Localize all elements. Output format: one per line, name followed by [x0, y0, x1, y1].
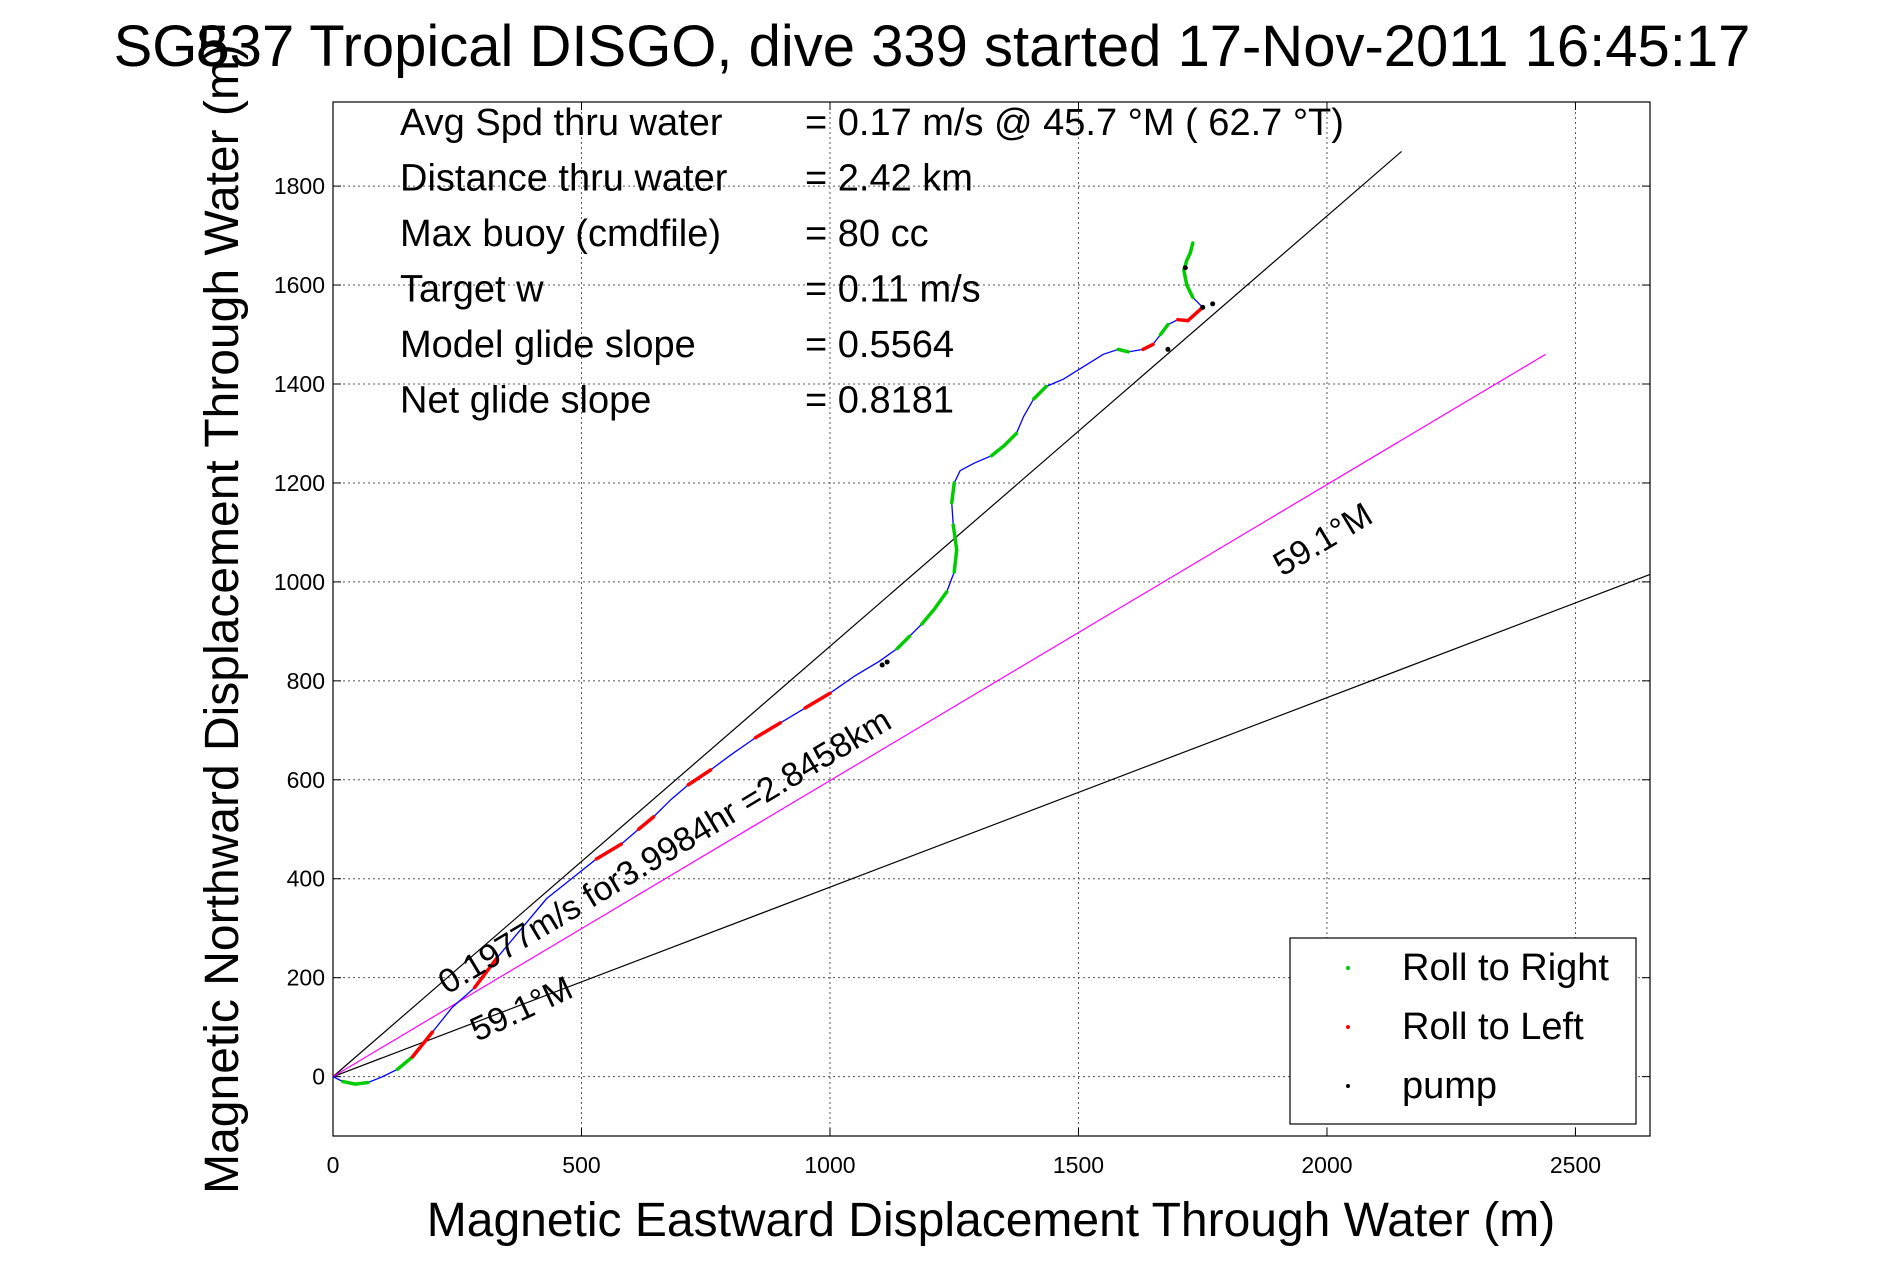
legend-entries: Roll to Right Roll to Left pump — [1346, 947, 1609, 1107]
y-tick-label: 400 — [287, 866, 325, 892]
y-tick-label: 1400 — [274, 371, 325, 397]
stat-label: Avg Spd thru water — [400, 102, 723, 144]
roll-right-segment — [341, 1079, 370, 1086]
heading-line — [332, 353, 1546, 1078]
stat-label: Max buoy (cmdfile) — [400, 213, 721, 255]
y-tick-label: 1000 — [274, 569, 325, 595]
stat-value: = 0.8181 — [805, 380, 954, 422]
roll-right-segment — [1031, 384, 1048, 401]
roll-right-segment — [395, 1055, 415, 1071]
roll-left-segment — [686, 768, 713, 787]
y-tick-label: 0 — [312, 1064, 325, 1090]
roll-left-segment — [1141, 342, 1155, 352]
roll-right-segment — [1116, 347, 1130, 354]
legend-label: pump — [1402, 1065, 1497, 1107]
pump-point — [1210, 301, 1216, 307]
lower-bound-line — [332, 573, 1651, 1078]
x-tick-label: 1500 — [1053, 1152, 1104, 1178]
reference-lines — [332, 151, 1651, 1078]
upper-bound-line — [332, 151, 1402, 1078]
roll-right-segment — [895, 634, 912, 651]
pump-point — [1165, 346, 1171, 352]
stat-value: = 0.11 m/s — [805, 269, 981, 311]
title-overlap-glyph: 8 — [196, 14, 228, 79]
roll-left-segment — [636, 815, 656, 832]
y-tick-label: 1800 — [274, 173, 325, 199]
x-axis-ticks: 0 500 1000 1500 2000 2500 — [327, 102, 1601, 1178]
y-axis-ticks: 0 200 400 600 800 1000 1200 1400 1600 1800 — [274, 173, 1650, 1090]
pump-point — [879, 662, 885, 668]
stat-value: = 0.17 m/s @ 45.7 °M ( 62.7 °T) — [805, 102, 1344, 144]
legend-marker — [1346, 966, 1350, 970]
roll-left-segment — [594, 842, 623, 861]
stat-value: = 80 cc — [805, 213, 929, 255]
roll-right-segment — [951, 523, 959, 574]
x-tick-label: 2500 — [1550, 1152, 1601, 1178]
stat-value: = 2.42 km — [805, 158, 973, 200]
stat-value: = 0.5564 — [805, 324, 954, 366]
legend-marker — [1346, 1084, 1350, 1088]
x-tick-label: 2000 — [1301, 1152, 1352, 1178]
pump-point — [1200, 304, 1206, 310]
y-axis-label: Magnetic Northward Displacement Through … — [196, 44, 249, 1194]
roll-right-segment — [920, 590, 949, 626]
stat-label: Net glide slope — [400, 380, 651, 422]
stats-panel: Avg Spd thru water = 0.17 m/s @ 45.7 °M (… — [400, 102, 1344, 422]
roll-right-segment — [989, 431, 1019, 458]
y-tick-label: 1200 — [274, 470, 325, 496]
pump-point — [884, 659, 890, 665]
chart-legend: Roll to Right Roll to Left pump — [1289, 937, 1637, 1125]
pump-point — [1182, 265, 1188, 271]
x-tick-label: 0 — [327, 1152, 340, 1178]
x-tick-label: 500 — [562, 1152, 600, 1178]
y-tick-label: 800 — [287, 668, 325, 694]
y-tick-label: 200 — [287, 965, 325, 991]
roll-right-segment — [1158, 322, 1170, 337]
stat-label: Target w — [400, 269, 544, 311]
roll-left-segment — [410, 1030, 435, 1059]
x-tick-label: 1000 — [804, 1152, 855, 1178]
y-tick-label: 600 — [287, 767, 325, 793]
roll-left-segment — [472, 956, 499, 990]
legend-label: Roll to Left — [1402, 1006, 1584, 1048]
x-axis-label: Magnetic Eastward Displacement Through W… — [427, 1194, 1555, 1247]
roll-left-segment — [803, 691, 832, 710]
roll-left-segment — [753, 721, 783, 740]
stat-label: Model glide slope — [400, 324, 696, 366]
dive-track — [332, 241, 1216, 1086]
legend-marker — [1346, 1025, 1350, 1029]
chart-title: SG537 Tropical DISGO, dive 339 started 1… — [114, 14, 1751, 79]
roll-left-segment — [1176, 305, 1205, 323]
stat-label: Distance thru water — [400, 158, 728, 200]
y-tick-label: 1600 — [274, 272, 325, 298]
legend-label: Roll to Right — [1402, 947, 1609, 989]
roll-right-segment — [949, 481, 956, 505]
